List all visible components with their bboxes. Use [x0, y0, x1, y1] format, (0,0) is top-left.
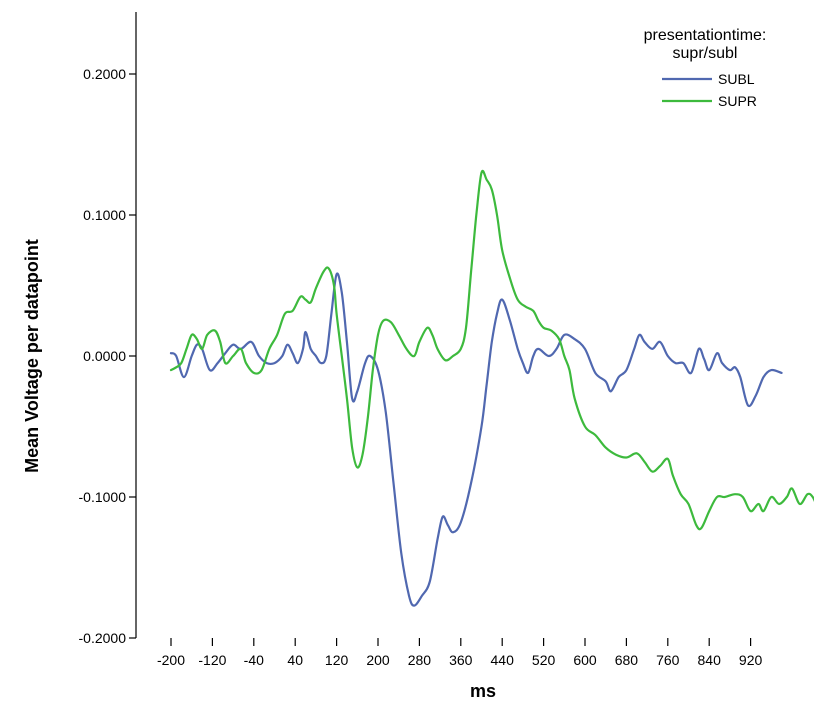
y-tick-label: -0.2000 — [79, 630, 127, 646]
series-line-subl — [169, 272, 783, 607]
y-tick-label: 0.0000 — [83, 348, 126, 364]
x-tick-label: 40 — [287, 652, 303, 668]
x-tick-label: 200 — [366, 652, 390, 668]
x-tick-label: 360 — [449, 652, 473, 668]
x-axis-ticks: -200 -120 -40 40 120 200 280 360 440 520 600 680 760… — [157, 638, 763, 668]
x-tick-label: 920 — [739, 652, 763, 668]
y-tick-label: 0.1000 — [83, 207, 126, 223]
legend-title-line-1: presentationtime: — [644, 27, 767, 44]
x-axis-title: ms — [470, 681, 496, 701]
x-tick-label: 760 — [656, 652, 680, 668]
y-axis-ticks: -0.2000 -0.1000 0.0000 0.1000 0.2000 — [79, 66, 136, 646]
x-tick-label: 680 — [615, 652, 639, 668]
legend: presentationtime: supr/subl SUBL SUPR — [644, 27, 767, 109]
x-tick-label: 840 — [698, 652, 722, 668]
legend-title-line-2: supr/subl — [673, 45, 738, 62]
x-tick-label: -200 — [157, 652, 185, 668]
y-tick-label: -0.1000 — [79, 489, 127, 505]
legend-label-supr: SUPR — [718, 93, 757, 109]
x-tick-label: -40 — [244, 652, 264, 668]
x-tick-label: -120 — [198, 652, 226, 668]
x-tick-label: 120 — [325, 652, 349, 668]
x-tick-label: 600 — [573, 652, 597, 668]
y-tick-label: 0.2000 — [83, 66, 126, 82]
legend-label-subl: SUBL — [718, 71, 755, 87]
x-tick-label: 440 — [491, 652, 515, 668]
x-tick-label: 280 — [408, 652, 432, 668]
series-line-supr — [169, 169, 814, 531]
x-tick-label: 520 — [532, 652, 556, 668]
y-axis-title: Mean Voltage per datapoint — [22, 239, 42, 473]
series-lines — [169, 169, 814, 607]
